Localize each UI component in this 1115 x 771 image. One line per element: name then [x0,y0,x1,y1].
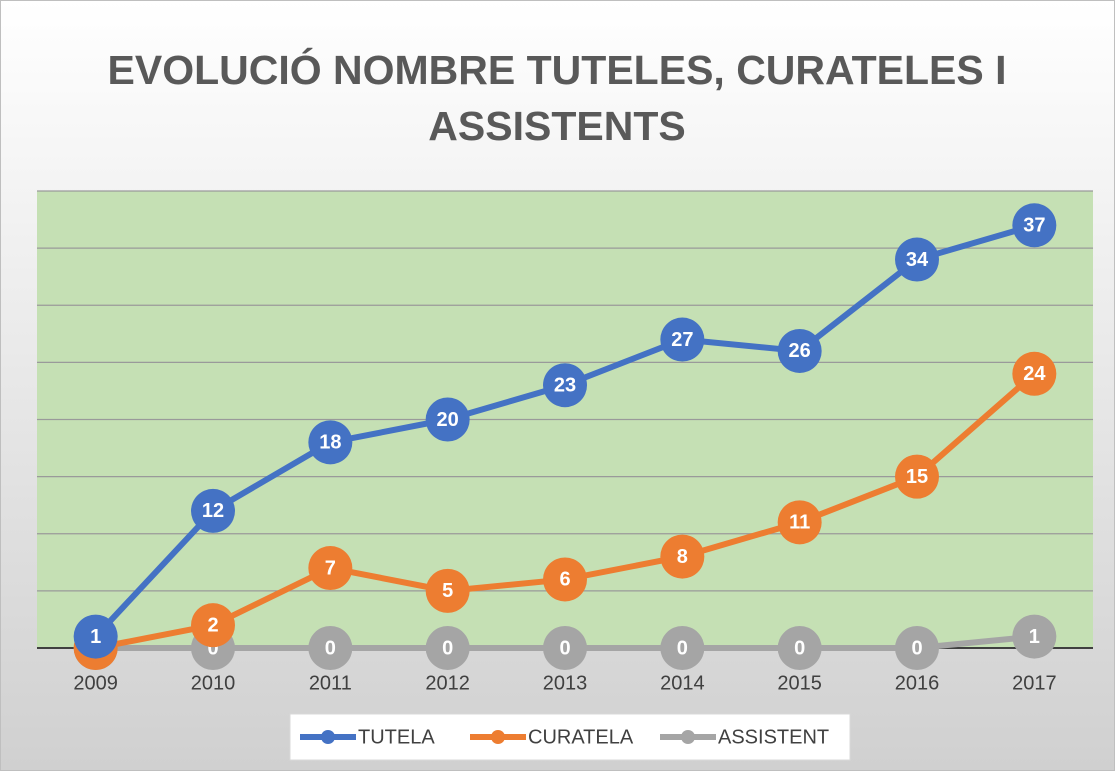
data-label: 0 [677,637,688,659]
data-label: 24 [1023,363,1046,385]
data-label: 12 [202,500,224,522]
x-tick-label: 2010 [191,672,236,694]
legend-label: CURATELA [528,726,634,748]
x-tick-label: 2012 [425,672,470,694]
data-label: 1 [1029,626,1040,648]
data-point [660,317,705,362]
data-label: 0 [559,637,570,659]
data-point [73,614,118,659]
data-point [660,626,705,670]
data-label: 1 [90,626,101,648]
data-point [777,328,822,373]
data-label: 0 [207,637,218,659]
data-label: 11 [789,512,810,534]
data-label: 5 [442,580,453,602]
legend-marker [321,730,335,744]
legend-box [289,713,851,761]
data-label: 6 [559,569,570,591]
data-label: 18 [319,432,341,454]
x-tick-label: 2009 [73,672,118,694]
data-label: 0 [442,637,453,659]
x-tick-label: 2017 [1012,672,1057,694]
data-point [1012,351,1057,396]
data-point [660,534,705,579]
data-point [1012,614,1057,659]
data-point [543,626,587,670]
data-point [777,500,822,545]
data-point [308,420,353,465]
data-point [777,626,822,670]
data-point [425,568,470,613]
legend-marker [681,730,695,744]
x-tick-label: 2014 [660,672,705,694]
x-tick-label: 2011 [309,672,352,694]
x-tick-label: 2013 [543,672,588,694]
data-label: 2 [207,614,218,636]
data-label: 7 [325,557,336,579]
data-point [308,626,353,670]
data-point [543,557,587,602]
data-label: 26 [789,340,811,362]
data-label: 27 [671,329,693,351]
data-label: 20 [437,409,459,431]
data-point [308,546,353,591]
data-label: 15 [906,466,928,488]
data-label: 37 [1023,215,1045,237]
chart-title: EVOLUCIÓ NOMBRE TUTELES, CURATELES I ASS… [107,47,1007,149]
data-point [425,626,470,670]
x-tick-label: 2016 [895,672,940,694]
x-tick-label: 2015 [777,672,822,694]
data-point [895,454,939,499]
data-point [191,603,235,648]
legend-label: TUTELA [358,726,435,748]
data-label: 0 [794,637,805,659]
data-point [895,237,939,282]
data-label: 34 [906,249,929,271]
data-point [543,363,587,408]
data-point [191,488,235,533]
legend-label: ASSISTENT [718,726,829,748]
data-label: 0 [325,637,336,659]
data-point [895,626,939,670]
data-label: 0 [911,637,922,659]
data-point [1012,203,1057,248]
legend-marker [491,730,505,744]
data-label: 8 [677,546,688,568]
data-point [425,397,470,442]
data-label: 23 [554,375,576,397]
